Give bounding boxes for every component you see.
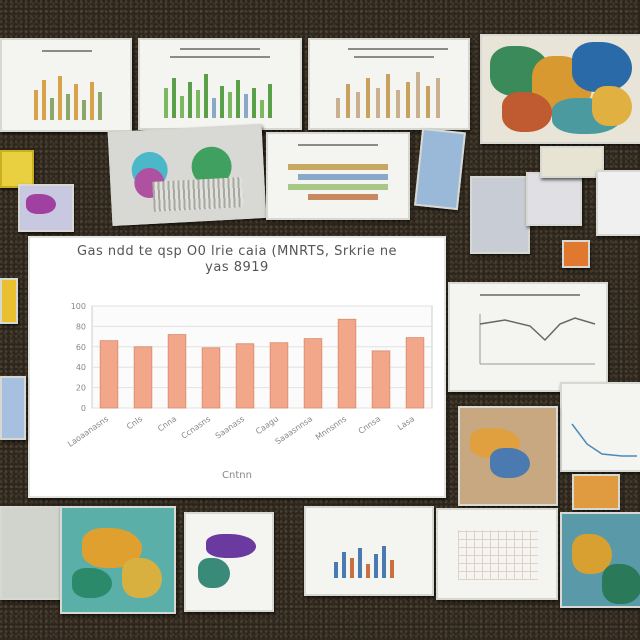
paper-card-2 — [596, 170, 640, 236]
mini-title-line — [42, 50, 92, 52]
y-tick-label: 0 — [81, 404, 86, 413]
device-photo — [107, 124, 267, 226]
x-tick-label: Caagu — [254, 414, 280, 436]
bar — [371, 350, 391, 409]
yellow-sign — [0, 278, 18, 324]
line-chart-card — [448, 282, 608, 392]
bar — [269, 342, 289, 409]
blue-item — [414, 127, 466, 211]
line-chart-icon — [479, 314, 596, 365]
x-tick-label: Laoaanasns — [66, 414, 110, 449]
paper-card-1 — [526, 172, 582, 226]
x-axis-label: Cntnn — [222, 470, 252, 481]
x-tick-label: Ccnasns — [180, 414, 213, 441]
x-tick-label: Mnnsnns — [314, 414, 348, 442]
y-tick-label: 40 — [76, 363, 86, 372]
x-tick-label: Lasa — [396, 414, 416, 432]
document-stack — [470, 176, 530, 254]
x-tick-label: Cnna — [156, 414, 178, 433]
orange-sticker — [562, 240, 590, 268]
small-chart-card — [560, 382, 640, 472]
mini-chart-card-1 — [0, 38, 132, 132]
small-photo-card — [18, 184, 74, 232]
label-card — [540, 146, 604, 178]
mini-bar-group — [30, 70, 110, 120]
creature-photo — [184, 512, 274, 612]
x-tick-label: Saanass — [214, 414, 246, 440]
bar — [99, 340, 119, 409]
bottom-chart-card-1 — [304, 506, 434, 596]
y-tick-label: 20 — [76, 384, 86, 393]
y-tick-label: 60 — [76, 343, 86, 352]
bar — [201, 347, 221, 409]
x-tick-label: Cnls — [125, 414, 144, 431]
y-tick-label: 100 — [71, 302, 86, 311]
bottom-right-illustration — [560, 512, 640, 608]
x-tick-label: Saaasnnsa — [274, 414, 315, 446]
orange-tag — [572, 474, 620, 510]
bar — [303, 338, 323, 409]
colorful-map-card — [480, 34, 640, 144]
y-tick-label: 80 — [76, 322, 86, 331]
bar — [133, 346, 153, 409]
mini-chart-card-2 — [138, 38, 302, 130]
main-chart-card: Gas ndd te qsp O0 lrie caia (MNRTS, Srkr… — [28, 236, 446, 498]
mini-chart-card-3 — [308, 38, 470, 130]
bar — [167, 334, 187, 409]
bar — [235, 343, 255, 409]
reef-illustration — [60, 506, 176, 614]
timeline-chart-card — [266, 132, 410, 220]
bottom-chart-card-2 — [436, 508, 558, 600]
illustration-card — [458, 406, 558, 506]
blue-sign — [0, 376, 26, 440]
bar — [337, 318, 357, 409]
x-tick-label: Cnnsa — [357, 414, 383, 436]
yellow-card — [0, 150, 34, 188]
bottom-left-card — [0, 506, 64, 600]
chart-title: Gas ndd te qsp O0 lrie caia (MNRTS, Srkr… — [76, 244, 398, 275]
bar — [405, 337, 425, 409]
